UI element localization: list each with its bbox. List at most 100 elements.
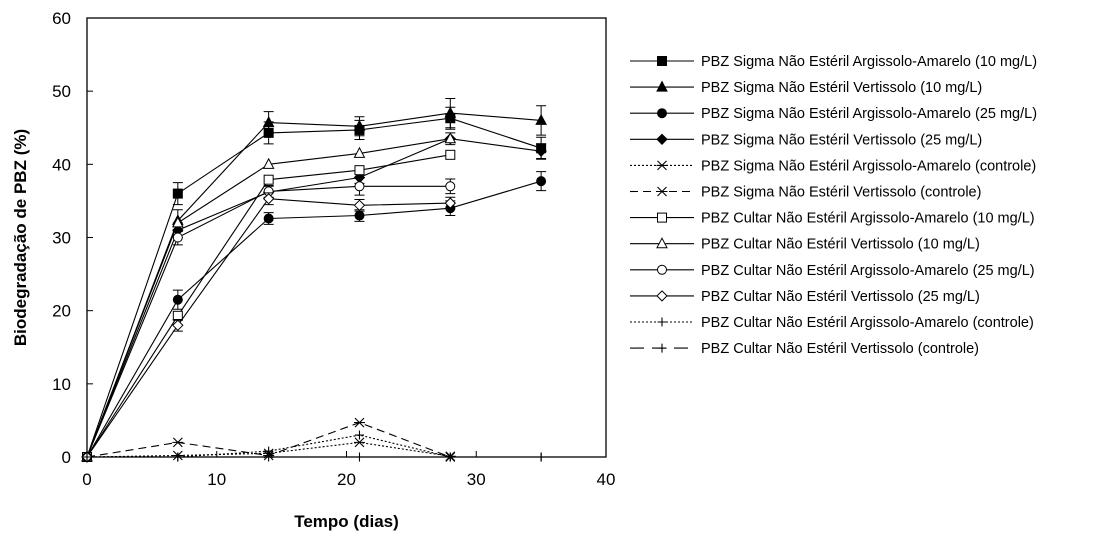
series-group bbox=[81, 97, 547, 463]
legend-item: PBZ Sigma Não Estéril Vertissolo (25 mg/… bbox=[630, 132, 982, 148]
data-point bbox=[172, 319, 184, 332]
data-point bbox=[444, 197, 457, 209]
legend-marker bbox=[657, 317, 667, 327]
legend-label: PBZ Cultar Não Estéril Vertissolo (contr… bbox=[701, 341, 979, 357]
data-point bbox=[262, 193, 275, 205]
data-point bbox=[354, 165, 365, 176]
x-axis-title: Tempo (dias) bbox=[294, 512, 399, 531]
x-tick-label: 20 bbox=[337, 470, 356, 489]
data-point bbox=[354, 430, 364, 440]
legend-label: PBZ Cultar Não Estéril Argissolo-Amarelo… bbox=[701, 211, 1035, 227]
data-point bbox=[172, 437, 184, 448]
series-12 bbox=[82, 452, 546, 462]
data-point bbox=[353, 199, 366, 212]
legend-item: PBZ Cultar Não Estéril Argissolo-Amarelo… bbox=[630, 211, 1035, 227]
legend-item: PBZ Sigma Não Estéril Argissolo-Amarelo … bbox=[630, 158, 1036, 174]
data-point bbox=[263, 174, 274, 185]
data-point bbox=[353, 417, 365, 428]
data-point bbox=[171, 216, 184, 228]
plot-frame bbox=[86, 17, 607, 458]
legend-label: PBZ Cultar Não Estéril Vertissolo (25 mg… bbox=[701, 289, 980, 305]
data-point bbox=[444, 132, 457, 144]
data-point bbox=[262, 116, 275, 128]
y-tick-label: 40 bbox=[52, 155, 71, 174]
legend-item: PBZ Sigma Não Estéril Vertissolo (10 mg/… bbox=[630, 80, 982, 96]
legend-marker bbox=[657, 212, 667, 223]
legend: PBZ Sigma Não Estéril Argissolo-Amarelo … bbox=[630, 54, 1037, 357]
data-point bbox=[354, 452, 364, 462]
legend-item: PBZ Cultar Não Estéril Vertissolo (10 mg… bbox=[630, 237, 980, 253]
data-point bbox=[173, 452, 183, 462]
data-point bbox=[262, 157, 275, 169]
data-point bbox=[353, 119, 366, 131]
legend-label: PBZ Sigma Não Estéril Vertissolo (contro… bbox=[701, 185, 981, 201]
data-point bbox=[172, 310, 183, 321]
data-point bbox=[354, 210, 365, 221]
plot-area bbox=[86, 17, 607, 458]
legend-marker bbox=[657, 56, 667, 66]
legend-marker bbox=[656, 186, 668, 197]
data-point bbox=[535, 145, 547, 157]
legend-label: PBZ Cultar Não Estéril Argissolo-Amarelo… bbox=[701, 263, 1035, 279]
legend-item: PBZ Sigma Não Estéril Vertissolo (contro… bbox=[630, 185, 981, 201]
legend-label: PBZ Sigma Não Estéril Vertissolo (10 mg/… bbox=[701, 80, 982, 96]
series-10 bbox=[81, 192, 457, 463]
axis-ticks: 0 10 20 30 40 0 10 20 30 40 50 60 bbox=[52, 9, 615, 489]
legend-marker bbox=[657, 264, 667, 275]
legend-marker bbox=[657, 108, 667, 119]
x-tick-label: 40 bbox=[597, 470, 616, 489]
data-point bbox=[536, 176, 547, 187]
legend-marker bbox=[656, 237, 668, 249]
legend-marker bbox=[656, 80, 668, 92]
data-point bbox=[445, 181, 456, 192]
series-line bbox=[86, 112, 542, 458]
series-line bbox=[86, 138, 542, 458]
series-2 bbox=[81, 97, 547, 462]
legend-item: PBZ Sigma Não Estéril Argissolo-Amarelo … bbox=[630, 106, 1037, 122]
series-line bbox=[86, 198, 451, 458]
legend-marker bbox=[656, 290, 668, 302]
y-tick-label: 60 bbox=[52, 9, 71, 28]
y-tick-label: 20 bbox=[52, 302, 71, 321]
data-point bbox=[263, 213, 274, 224]
data-point bbox=[172, 188, 183, 199]
legend-marker bbox=[656, 160, 668, 171]
data-point bbox=[172, 294, 183, 305]
series-line bbox=[86, 117, 542, 458]
y-tick-label: 50 bbox=[52, 82, 71, 101]
legend-label: PBZ Cultar Não Estéril Argissolo-Amarelo… bbox=[701, 315, 1034, 331]
legend-marker bbox=[657, 343, 667, 353]
legend-label: PBZ Cultar Não Estéril Vertissolo (10 mg… bbox=[701, 237, 980, 253]
series-3 bbox=[82, 171, 547, 462]
data-point bbox=[444, 106, 457, 118]
y-tick-label: 30 bbox=[52, 229, 71, 248]
data-point bbox=[445, 149, 456, 160]
x-tick-label: 30 bbox=[467, 470, 486, 489]
legend-marker bbox=[656, 133, 668, 146]
y-axis-title: Biodegradação de PBZ (%) bbox=[11, 129, 30, 346]
legend-item: PBZ Cultar Não Estéril Vertissolo (contr… bbox=[630, 341, 979, 357]
series-4 bbox=[81, 132, 547, 463]
data-point bbox=[172, 232, 183, 243]
legend-item: PBZ Sigma Não Estéril Argissolo-Amarelo … bbox=[630, 54, 1037, 70]
data-point bbox=[353, 437, 365, 448]
series-9 bbox=[82, 177, 456, 462]
legend-label: PBZ Sigma Não Estéril Argissolo-Amarelo … bbox=[701, 106, 1037, 122]
x-tick-label: 0 bbox=[82, 470, 91, 489]
legend-item: PBZ Cultar Não Estéril Argissolo-Amarelo… bbox=[630, 263, 1035, 279]
x-tick-label: 10 bbox=[207, 470, 226, 489]
data-point bbox=[82, 452, 92, 462]
y-tick-label: 10 bbox=[52, 375, 71, 394]
y-tick-label: 0 bbox=[62, 448, 71, 467]
series-line bbox=[86, 180, 542, 458]
legend-item: PBZ Cultar Não Estéril Argissolo-Amarelo… bbox=[630, 315, 1034, 331]
legend-label: PBZ Sigma Não Estéril Vertissolo (25 mg/… bbox=[701, 132, 982, 148]
legend-item: PBZ Cultar Não Estéril Vertissolo (25 mg… bbox=[630, 289, 980, 305]
series-8 bbox=[81, 132, 457, 462]
legend-label: PBZ Sigma Não Estéril Argissolo-Amarelo … bbox=[701, 158, 1036, 174]
data-point bbox=[354, 181, 365, 192]
data-point bbox=[445, 452, 455, 462]
data-point bbox=[536, 452, 546, 462]
series-1 bbox=[82, 106, 547, 462]
